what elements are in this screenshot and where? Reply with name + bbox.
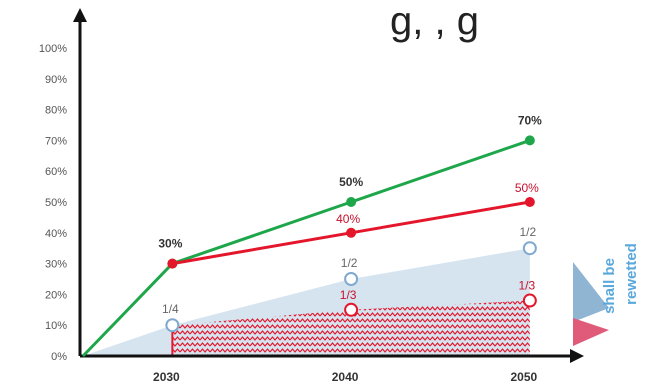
area-layer bbox=[83, 248, 530, 356]
y-tick-label: 50% bbox=[45, 197, 67, 209]
y-tick-label: 0% bbox=[51, 351, 67, 363]
data-label-layer: 30% 50% 70% 40% 50% 1/4 1/2 1/2 1/3 1/3 bbox=[158, 113, 542, 316]
y-tick-label: 40% bbox=[45, 228, 67, 240]
green-series-line bbox=[81, 138, 531, 358]
header-fragment: g, , g bbox=[390, 0, 479, 43]
blue-area-point bbox=[344, 272, 359, 286]
y-tick-label: 30% bbox=[45, 259, 67, 271]
red-hatched-label: 1/3 bbox=[340, 288, 357, 302]
y-tick-label: 10% bbox=[45, 320, 67, 332]
y-tick-label: 70% bbox=[45, 135, 67, 147]
blue-area-label: 1/4 bbox=[162, 302, 179, 316]
red-data-label: 40% bbox=[336, 212, 360, 226]
side-indicator: shall be rewetted bbox=[573, 243, 640, 346]
y-tick-label: 20% bbox=[45, 289, 67, 301]
y-tick-label: 60% bbox=[45, 166, 67, 178]
side-label-line-2: rewetted bbox=[623, 243, 640, 305]
y-tick-label: 90% bbox=[45, 74, 67, 86]
x-tick-labels: 2030 2040 2050 bbox=[153, 370, 538, 384]
side-label-line-1: shall be bbox=[601, 258, 618, 314]
y-tick-label: 80% bbox=[45, 105, 67, 117]
blue-area-point bbox=[522, 241, 537, 256]
red-point bbox=[346, 227, 357, 238]
y-tick-label: 100% bbox=[39, 43, 67, 55]
green-data-label: 30% bbox=[158, 237, 182, 251]
blue-area-label: 1/2 bbox=[520, 225, 537, 239]
red-hatched-label: 1/3 bbox=[519, 279, 536, 293]
red-hatched-area bbox=[172, 300, 530, 356]
red-data-label: 50% bbox=[515, 181, 539, 195]
pink-indicator-triangle bbox=[573, 318, 609, 346]
y-tick-labels: 0% 10% 20% 30% 40% 50% 60% 70% 80% 90% 100% bbox=[39, 43, 67, 363]
blue-area-point bbox=[165, 318, 180, 333]
marker-layer bbox=[165, 135, 537, 333]
green-point bbox=[524, 135, 535, 146]
blue-area-label: 1/2 bbox=[341, 256, 358, 270]
red-hatched-point bbox=[522, 293, 537, 308]
red-hatched-point bbox=[344, 302, 359, 317]
y-axis-arrow bbox=[73, 8, 87, 22]
green-point bbox=[346, 197, 357, 207]
x-tick-label: 2040 bbox=[332, 370, 359, 384]
x-tick-label: 2030 bbox=[153, 370, 180, 384]
green-data-label: 50% bbox=[339, 175, 363, 189]
x-tick-label: 2050 bbox=[510, 370, 537, 384]
blue-indicator-triangle bbox=[573, 262, 609, 322]
red-point bbox=[524, 197, 535, 207]
red-point bbox=[167, 258, 178, 269]
green-data-label: 70% bbox=[518, 113, 542, 127]
x-axis-arrow bbox=[570, 349, 584, 363]
